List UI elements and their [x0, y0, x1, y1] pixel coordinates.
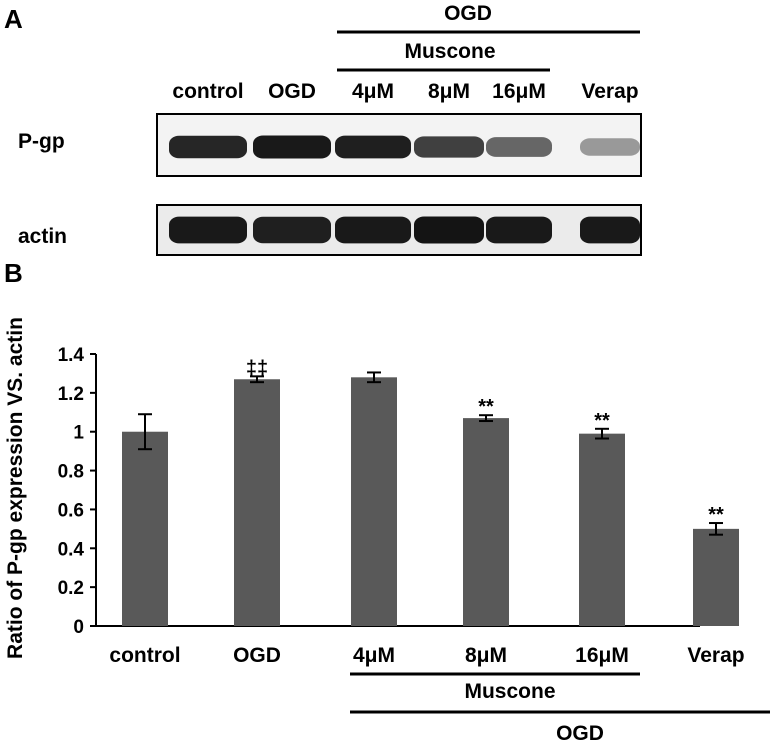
x-tick-label: 16μM: [575, 644, 629, 667]
lane-label: Verap: [581, 80, 638, 103]
lane-label: 8μM: [428, 80, 470, 103]
x-tick-label: control: [109, 644, 180, 667]
significance-marker: ‡‡: [246, 357, 268, 379]
y-tick-label: 0.2: [58, 578, 84, 599]
x-tick-label: Verap: [687, 644, 744, 667]
y-tick-label: 1.4: [58, 345, 85, 366]
y-axis-label: Ratio of P-gp expression VS. actin: [4, 317, 27, 659]
significance-marker: **: [478, 396, 494, 418]
y-tick-label: 1.2: [58, 384, 84, 405]
blot-band: [580, 138, 640, 156]
bar: [351, 377, 397, 626]
y-tick-label: 1: [73, 423, 84, 444]
bar: [579, 433, 625, 626]
y-tick-label: 0.4: [58, 539, 85, 560]
lane-labels: control OGD 4μM 8μM 16μM Verap: [172, 80, 638, 103]
panel-a-ogd-header: OGD: [444, 2, 492, 25]
x-tick-label: 4μM: [353, 644, 395, 667]
actin-bands: [169, 216, 640, 244]
blot-row-label-pgp: P-gp: [18, 130, 65, 153]
y-tick-label: 0.8: [58, 462, 84, 483]
blot-band: [253, 135, 331, 159]
bar: [234, 379, 280, 626]
blot-band: [335, 135, 411, 159]
bar: [463, 418, 509, 626]
blot-band: [335, 216, 411, 244]
lane-label: control: [172, 80, 243, 103]
panel-a-label: A: [4, 4, 23, 34]
y-tick-label: 0: [73, 617, 84, 638]
x-tick-label: 8μM: [465, 644, 507, 667]
blot-band: [414, 216, 484, 244]
blot-band: [253, 216, 331, 244]
y-tick-label: 0.6: [58, 500, 84, 521]
muscone-group-label: Muscone: [464, 680, 555, 703]
panel-a-muscone-header: Muscone: [404, 40, 495, 63]
significance-marker: **: [708, 504, 724, 526]
x-axis-labels: control OGD 4μM 8μM 16μM Verap: [109, 644, 744, 667]
bars: ‡‡ ** ** **: [122, 357, 739, 626]
blot-band: [486, 137, 552, 157]
blot-band: [580, 216, 640, 244]
blot-band: [414, 136, 484, 158]
bar: [693, 528, 739, 626]
significance-marker: **: [594, 410, 610, 432]
blot-band: [169, 216, 247, 244]
x-tick-label: OGD: [233, 644, 281, 667]
lane-label: 4μM: [352, 80, 394, 103]
pgp-bands: [169, 135, 640, 159]
bar: [122, 431, 168, 626]
blot-band: [486, 216, 552, 244]
blot-row-label-actin: actin: [18, 225, 67, 248]
lane-label: OGD: [268, 80, 316, 103]
panel-b-label: B: [4, 258, 23, 288]
ogd-group-label: OGD: [556, 722, 604, 743]
lane-label: 16μM: [492, 80, 546, 103]
blot-band: [169, 135, 247, 159]
